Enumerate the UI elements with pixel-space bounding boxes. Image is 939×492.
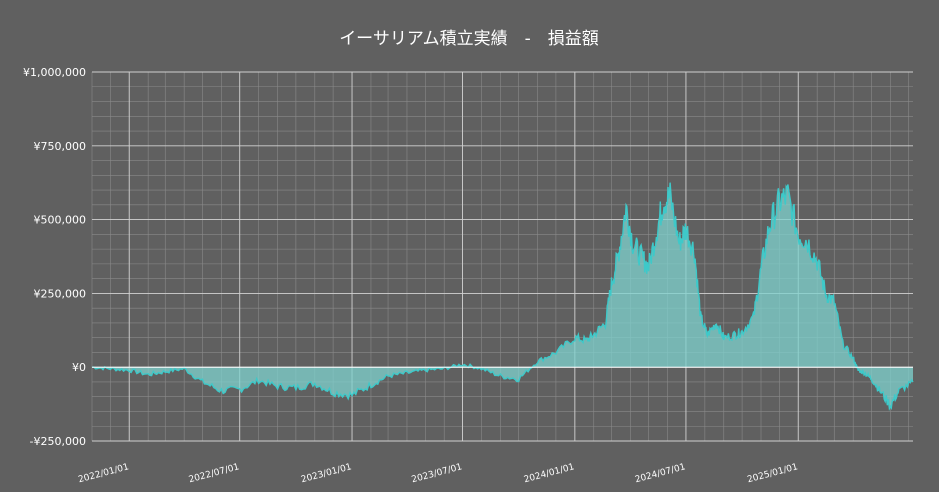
y-tick-label: -¥250,000 bbox=[30, 435, 86, 448]
x-tick-label: 2025/01/01 bbox=[746, 462, 799, 485]
x-tick-label: 2024/01/01 bbox=[523, 462, 576, 485]
profit-line bbox=[91, 182, 914, 411]
x-tick-label: 2023/07/01 bbox=[411, 462, 464, 485]
y-axis-ticks: -¥250,000 ¥0 ¥250,000 ¥500,000 ¥750,000 ¥1,00… bbox=[23, 66, 86, 448]
y-tick-label: ¥0 bbox=[72, 361, 86, 374]
y-tick-label: ¥1,000,000 bbox=[23, 66, 86, 79]
x-axis-ticks: 2022/01/01 2022/07/01 2023/01/01 2023/07/01… bbox=[77, 462, 799, 485]
profit-area bbox=[92, 182, 913, 409]
chart-title: イーサリアム積立実績 - 損益額 bbox=[339, 29, 599, 49]
y-tick-label: ¥250,000 bbox=[34, 287, 87, 300]
x-tick-label: 2022/01/01 bbox=[77, 462, 130, 485]
x-tick-label: 2022/07/01 bbox=[188, 462, 241, 485]
y-tick-label: ¥750,000 bbox=[34, 140, 87, 153]
x-tick-label: 2024/07/01 bbox=[634, 462, 687, 485]
y-tick-label: ¥500,000 bbox=[34, 214, 87, 227]
x-tick-label: 2023/01/01 bbox=[300, 462, 353, 485]
